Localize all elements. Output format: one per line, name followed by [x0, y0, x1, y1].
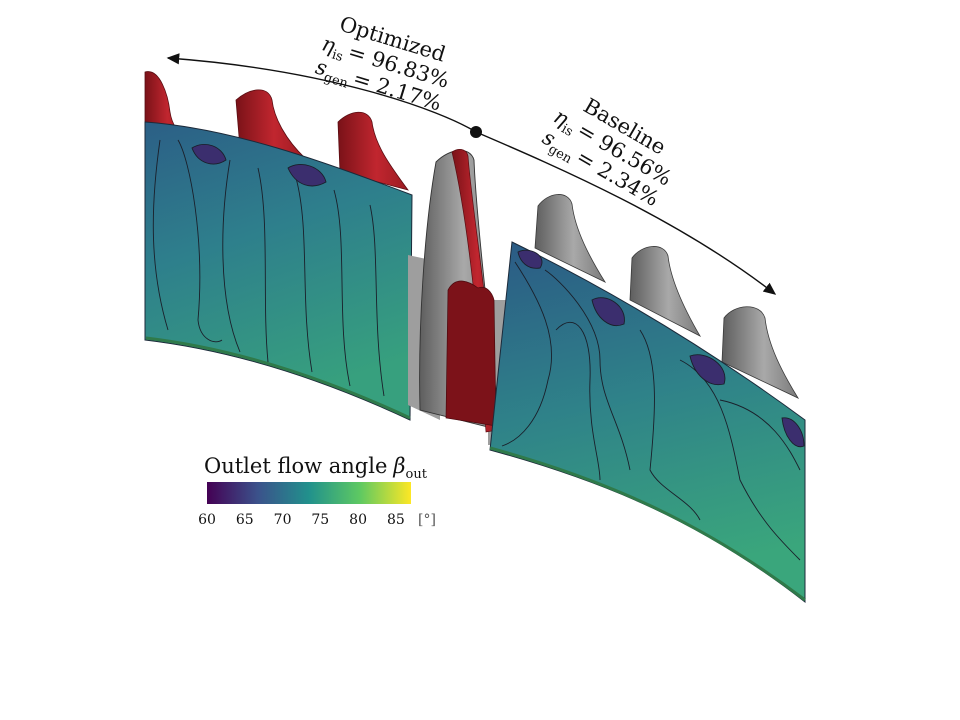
colorbar-gradient — [207, 482, 411, 504]
colorbar-title: Outlet flow angle βout — [204, 454, 428, 482]
optimized-label: Optimized ηis= 96.83% sgen= 2.17% — [313, 12, 452, 116]
colorbar-tick-label: 70 — [274, 512, 292, 528]
arrow-midpoint-dot — [470, 126, 482, 138]
center-cut-blade — [408, 149, 510, 445]
colorbar-tick-label: 60 — [198, 512, 216, 528]
colorbar-tick-label: 75 — [311, 512, 329, 528]
colorbar-unit: [°] — [418, 512, 436, 528]
colorbar-tick-label: 65 — [236, 512, 254, 528]
colorbar-tick-label: 85 — [387, 512, 405, 528]
colorbar-tick-label: 80 — [349, 512, 367, 528]
colorbar: Outlet flow angle βout 60 65 70 75 80 85 [°] — [155, 450, 440, 532]
center-blade-red-core — [445, 280, 497, 427]
colorbar-ticks: 60 65 70 75 80 85 — [198, 512, 405, 528]
baseline-blade-3 — [721, 306, 800, 399]
